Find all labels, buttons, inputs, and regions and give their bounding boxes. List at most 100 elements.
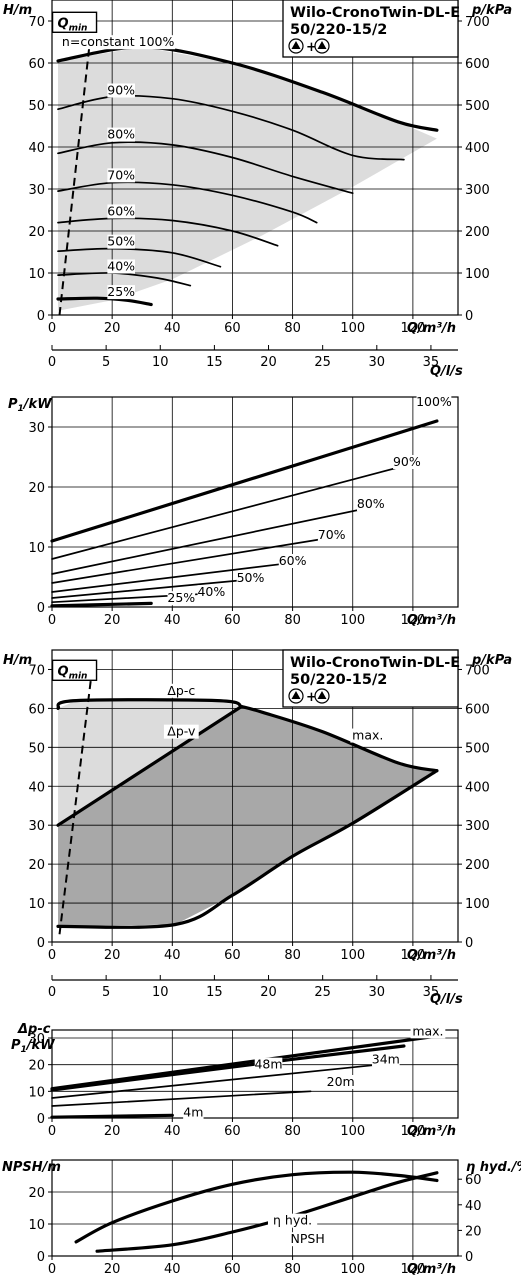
p1-label-0: n=constant 100% (62, 34, 175, 49)
title-line-2: 50/220-15/2 (290, 22, 387, 38)
p1-y2tick-label-1: 100 (465, 267, 490, 282)
p1-label-4: 60% (107, 203, 135, 218)
title-line-1: Wilo-CronoTwin-DL-E (290, 5, 460, 21)
p1-ytick-label-4: 40 (28, 141, 45, 156)
p4-ytick-label-2: 20 (28, 1059, 45, 1074)
p3-ytick-label-0: 0 (37, 936, 45, 951)
p1-series-6 (57, 272, 192, 287)
p2-label-bg-3 (317, 528, 346, 543)
p1-series-4 (57, 217, 279, 247)
p4-label-3: 20m (327, 1074, 355, 1089)
pump-icon-right-triangle (317, 41, 327, 49)
p4-label-bg-0 (410, 1024, 446, 1039)
p1-label-bg-6 (107, 259, 135, 274)
p3-ytick-label-4: 40 (28, 780, 45, 795)
p1-envelope (58, 47, 437, 311)
p3-qls-tick-label-0: 0 (48, 985, 56, 1000)
p3-qmin-label: Qmin (58, 664, 88, 681)
p1-label-7: 25% (107, 284, 135, 299)
p2-label-0: 100% (416, 394, 452, 409)
p1-qls-tick-label-3: 15 (206, 355, 223, 370)
p4-xtick-label-6: 120 (400, 1124, 425, 1139)
p5-xtick-label-0: 0 (48, 1262, 56, 1277)
p5-eta-label-bg-0 (267, 1213, 318, 1228)
p2-ytick-label-0: 0 (37, 601, 45, 616)
p4-xtick-label-2: 40 (164, 1124, 181, 1139)
p3-xtick-label-2: 40 (164, 948, 181, 963)
p3-ytick-label-7: 70 (28, 663, 45, 678)
p3-xtick-label-1: 20 (104, 948, 121, 963)
p4-series-2 (51, 1062, 393, 1099)
p4-label-0: max. (412, 1023, 443, 1038)
p3-ytick-label-6: 60 (28, 702, 45, 717)
p2-label-bg-4 (278, 554, 307, 568)
h-axis-label-2: H/m (3, 653, 32, 668)
p2-series-3 (51, 537, 330, 584)
p3-qmin-label-main: Q (58, 664, 69, 679)
p1-label-bg-2 (107, 127, 135, 142)
p1-label-bg-4 (107, 204, 135, 219)
p1-series-3 (57, 181, 318, 224)
p2-series-0 (50, 419, 439, 543)
p2-label-bg-1 (393, 455, 421, 469)
twin-pump-icon: + (288, 38, 330, 55)
p1-label-bg-5 (107, 234, 135, 249)
p1-ytick-label-3: 30 (28, 183, 45, 198)
p1-qls-tick-label-1: 5 (102, 355, 110, 370)
p3-y2tick-label-4: 400 (465, 780, 490, 795)
p3-xtick-label-4: 80 (284, 948, 301, 963)
p5-series-1 (95, 1171, 439, 1253)
p5-y2tick-label-0: 0 (465, 1250, 473, 1265)
p3-qls-tick-label-3: 15 (206, 985, 223, 1000)
p2-label-bg-6 (197, 585, 226, 600)
p4-q-axis-label: Q/m³/h (407, 1124, 456, 1139)
title2-line-1: Wilo-CronoTwin-DL-E (290, 655, 460, 671)
p1-axis-label-2-sub: 1 (21, 1045, 27, 1055)
p3-y2tick-label-3: 300 (465, 819, 490, 834)
p1-label-bg-1 (107, 83, 135, 98)
p5-xtick-label-1: 20 (104, 1262, 121, 1277)
p2-ytick-label-2: 20 (28, 481, 45, 496)
p4-xtick-label-3: 60 (224, 1124, 241, 1139)
p4-label-bg-2 (372, 1052, 400, 1067)
p5-frame (51, 1159, 459, 1257)
p-axis-label: p/kPa (471, 3, 512, 18)
p3-label-1: Δp-v (167, 724, 196, 739)
p5-q-axis-label: Q/m³/h (407, 1262, 456, 1277)
p2-series-7 (50, 601, 153, 608)
p1-qls-tick-label-7: 35 (423, 355, 440, 370)
p3-y2tick-label-0: 0 (465, 936, 473, 951)
p1-label-bg-0 (61, 35, 176, 50)
p4-frame (51, 1029, 459, 1119)
p2-label-bg-7 (167, 591, 196, 606)
p4-label-bg-3 (326, 1075, 355, 1089)
p1-xtick-label-4: 80 (284, 321, 301, 336)
pump2-icon-left-triangle (291, 691, 301, 699)
p3-label-bg-2 (350, 728, 386, 743)
p1-series-2 (57, 141, 354, 195)
p2-label-5: 50% (237, 570, 265, 585)
title-box-frame-2 (282, 649, 459, 708)
p1-axis-label-main: P (8, 397, 18, 412)
p3-label-2: max. (352, 728, 383, 743)
pump-icon-left-triangle (291, 41, 301, 49)
p3-series-3 (56, 769, 439, 929)
p1-xtick-label-1: 20 (104, 321, 121, 336)
p2-label-6: 40% (197, 584, 225, 599)
p2-label-bg-2 (356, 497, 385, 511)
p3-frame (51, 649, 459, 943)
p1-axis-label-unit: /kW (22, 397, 52, 412)
title-box-2: Wilo-CronoTwin-DL-E 50/220-15/2 + (282, 649, 460, 708)
p4-label-4: 4m (183, 1105, 203, 1120)
panel-power-speed: P1/kW 100% 90% 80% 70% 60% 50% 40%25% 0 20 40 60 80… (8, 394, 459, 628)
p1-qmin-box (51, 11, 98, 34)
p1-axis-label-2-unit: /kW (25, 1038, 55, 1053)
eta-axis-label: η hyd./% (466, 1160, 521, 1175)
p1-q-axis-label: Q/m³/h (407, 321, 456, 336)
p3-y2tick-label-1: 100 (465, 897, 490, 912)
p1-qmin-line (58, 16, 94, 316)
p1-y2tick-label-5: 500 (465, 99, 490, 114)
p1-y2tick-label-0: 0 (465, 309, 473, 324)
p4-ytick-label-1: 10 (28, 1085, 45, 1100)
